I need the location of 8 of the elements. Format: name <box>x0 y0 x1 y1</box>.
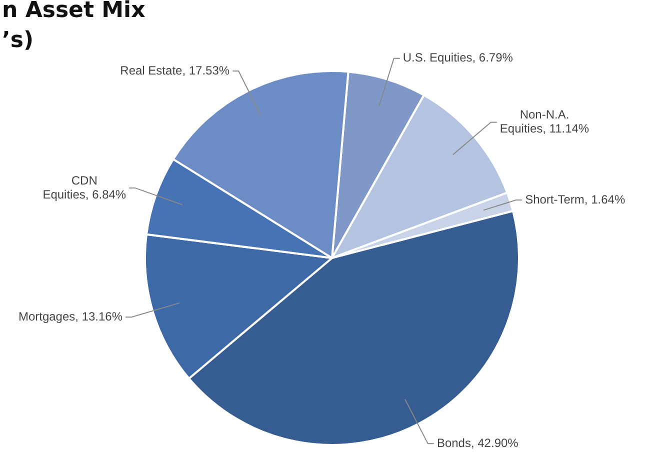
slice-label: U.S. Equities, 6.79% <box>402 50 514 65</box>
slice-label: Real Estate, 17.53% <box>120 63 230 78</box>
slice-label: Short-Term, 1.64% <box>525 192 626 206</box>
slice-label: CDN Equities, 6.84% <box>42 173 126 202</box>
slice-label: Non-N.A. Equities, 11.14% <box>500 108 590 136</box>
slice-label: Mortgages, 13.16% <box>18 309 123 324</box>
chart-title: n Asset Mix ’s) <box>2 0 146 55</box>
slice-label: Bonds, 42.90% <box>436 436 519 450</box>
